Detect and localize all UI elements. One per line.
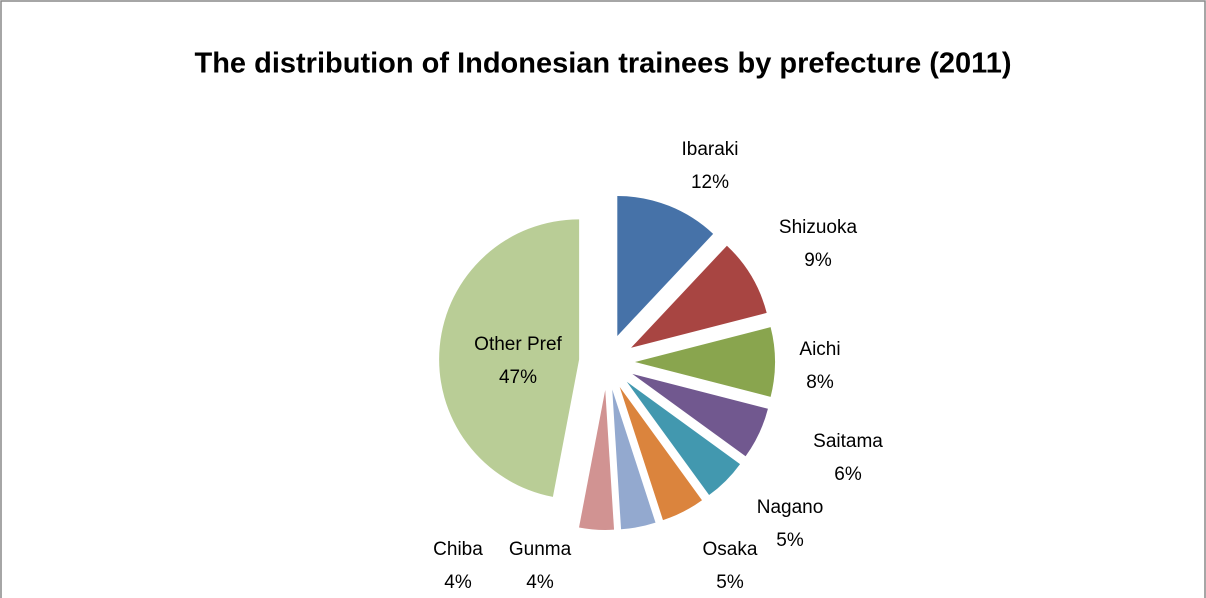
slice-label: Osaka: [703, 539, 758, 560]
pie-slice: [439, 219, 580, 497]
chart-title: The distribution of Indonesian trainees …: [195, 48, 1012, 80]
slice-value-label: 47%: [499, 367, 537, 388]
slice-label: Chiba: [433, 539, 483, 560]
slice-label: Ibaraki: [681, 139, 738, 160]
pie-slice: [619, 386, 703, 521]
slice-value-label: 5%: [716, 572, 744, 593]
slice-label: Other Pref: [474, 334, 562, 355]
pie-slice: [612, 389, 656, 530]
slice-value-label: 5%: [776, 530, 804, 551]
pie-slice: [632, 373, 768, 457]
pie-slice: [626, 381, 741, 496]
pie-slice: [579, 389, 615, 530]
slice-value-label: 6%: [834, 464, 862, 485]
slice-value-label: 12%: [691, 172, 729, 193]
pie-slice: [635, 327, 775, 397]
slice-label: Saitama: [813, 431, 883, 452]
pie-slice: [617, 195, 714, 336]
slice-value-label: 4%: [444, 572, 472, 593]
slice-value-label: 4%: [526, 572, 554, 593]
slice-label: Nagano: [757, 497, 824, 518]
slice-value-label: 8%: [806, 372, 834, 393]
pie-slice: [631, 245, 767, 348]
slice-label: Aichi: [799, 339, 840, 360]
slice-value-label: 9%: [804, 250, 832, 271]
slice-label: Gunma: [509, 539, 572, 560]
slice-label: Shizuoka: [779, 217, 858, 238]
